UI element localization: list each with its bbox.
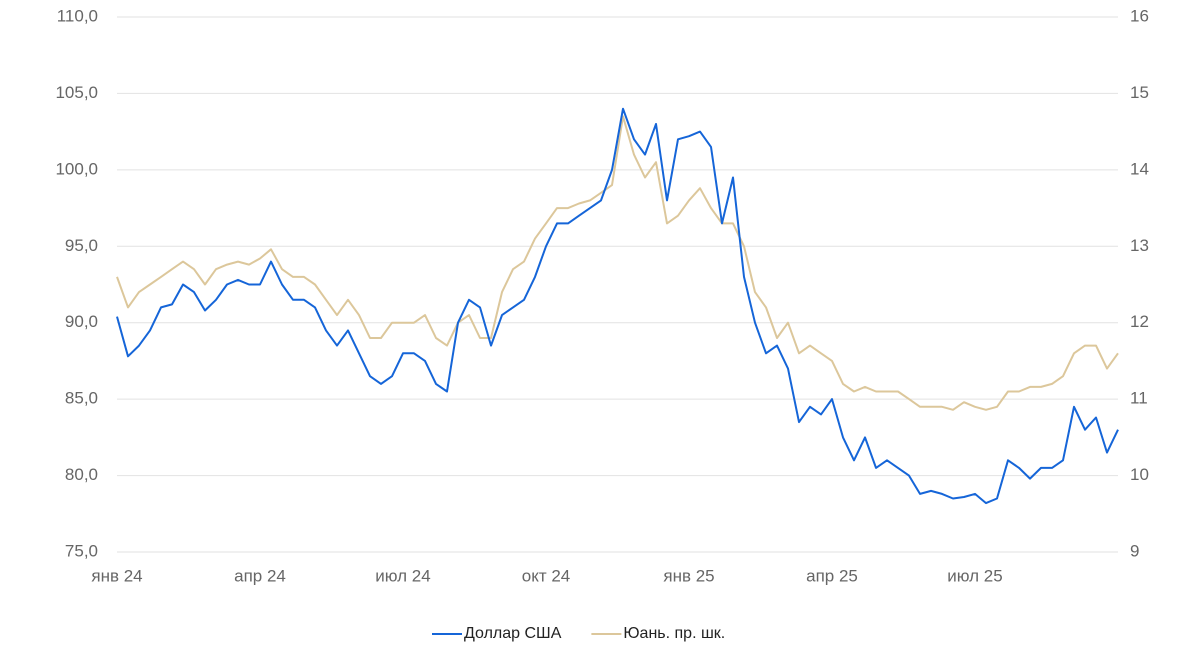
y-tick-label: 105,0 — [55, 83, 98, 102]
legend-item: Юань. пр. шк. — [591, 625, 725, 642]
y2-tick-label: 16 — [1130, 6, 1149, 25]
x-tick-label: июл 25 — [947, 566, 1002, 585]
x-tick-label: июл 24 — [375, 566, 430, 585]
x-tick-label: янв 25 — [663, 566, 714, 585]
y2-tick-label: 15 — [1130, 83, 1149, 102]
y2-tick-label: 11 — [1130, 389, 1148, 408]
y-tick-label: 110,0 — [57, 6, 98, 25]
legend-label: Доллар США — [464, 625, 562, 642]
y-tick-label: 85,0 — [65, 389, 98, 408]
series-line — [116, 115, 1119, 411]
y-tick-label: 95,0 — [65, 236, 98, 255]
y2-tick-label: 12 — [1130, 312, 1149, 331]
x-tick-label: апр 24 — [234, 566, 286, 585]
x-tick-label: янв 24 — [91, 566, 142, 585]
y-tick-label: 100,0 — [55, 159, 98, 178]
y-tick-label: 90,0 — [65, 312, 98, 331]
x-tick-label: окт 24 — [522, 566, 571, 585]
y2-tick-label: 10 — [1130, 465, 1149, 484]
y-tick-label: 80,0 — [65, 465, 98, 484]
legend: Доллар США Юань. пр. шк. — [432, 625, 725, 642]
y2-tick-label: 9 — [1130, 541, 1139, 560]
y2-tick-label: 14 — [1130, 159, 1149, 178]
y2-tick-label: 13 — [1130, 236, 1149, 255]
legend-item: Доллар США — [432, 625, 562, 642]
x-tick-label: апр 25 — [806, 566, 858, 585]
series-line — [116, 107, 1119, 505]
legend-label: Юань. пр. шк. — [623, 625, 725, 642]
y-tick-label: 75,0 — [65, 541, 98, 560]
